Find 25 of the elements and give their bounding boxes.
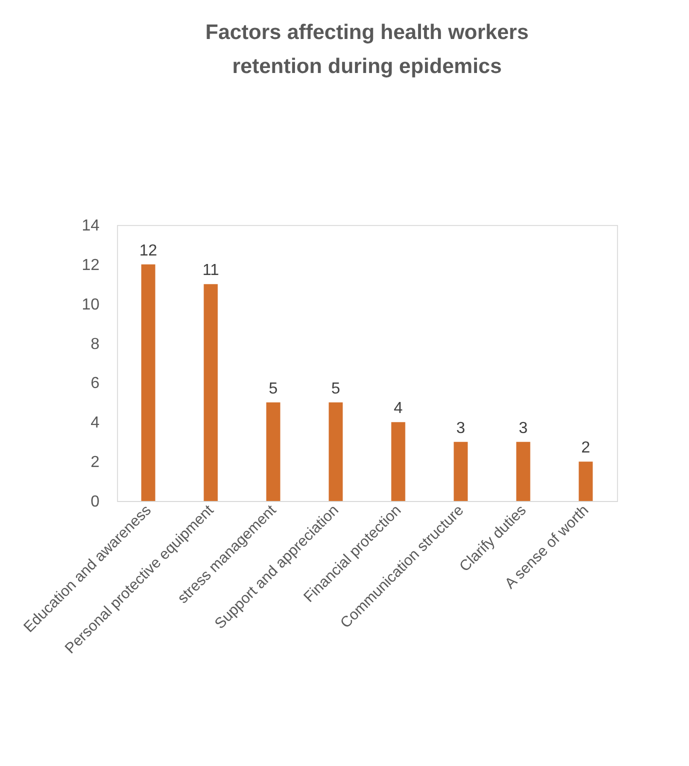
bar	[454, 442, 468, 501]
y-tick-label: 10	[82, 296, 100, 314]
data-label: 3	[518, 420, 528, 437]
y-tick-label: 6	[90, 375, 100, 392]
bar	[204, 284, 218, 501]
y-tick-label: 4	[90, 414, 100, 432]
bar	[391, 422, 406, 501]
data-label: 5	[331, 380, 340, 398]
data-label: 11	[202, 262, 220, 280]
bar	[516, 442, 530, 501]
y-tick-label: 2	[90, 454, 100, 472]
y-tick-label: 0	[90, 494, 100, 510]
data-label: 2	[581, 440, 590, 457]
data-label: 3	[456, 420, 466, 437]
y-tick-label: 14	[82, 218, 100, 234]
data-label: 12	[139, 242, 158, 260]
chart-title: Factors affecting health workers retention during epidemics	[205, 21, 529, 78]
data-label: 5	[268, 380, 278, 398]
bar	[578, 462, 593, 501]
y-tick-label: 8	[90, 336, 100, 353]
bar	[328, 402, 343, 501]
data-label: 4	[394, 400, 403, 418]
y-tick-label: 12	[82, 256, 100, 274]
bar	[141, 264, 156, 501]
bar	[266, 402, 280, 501]
